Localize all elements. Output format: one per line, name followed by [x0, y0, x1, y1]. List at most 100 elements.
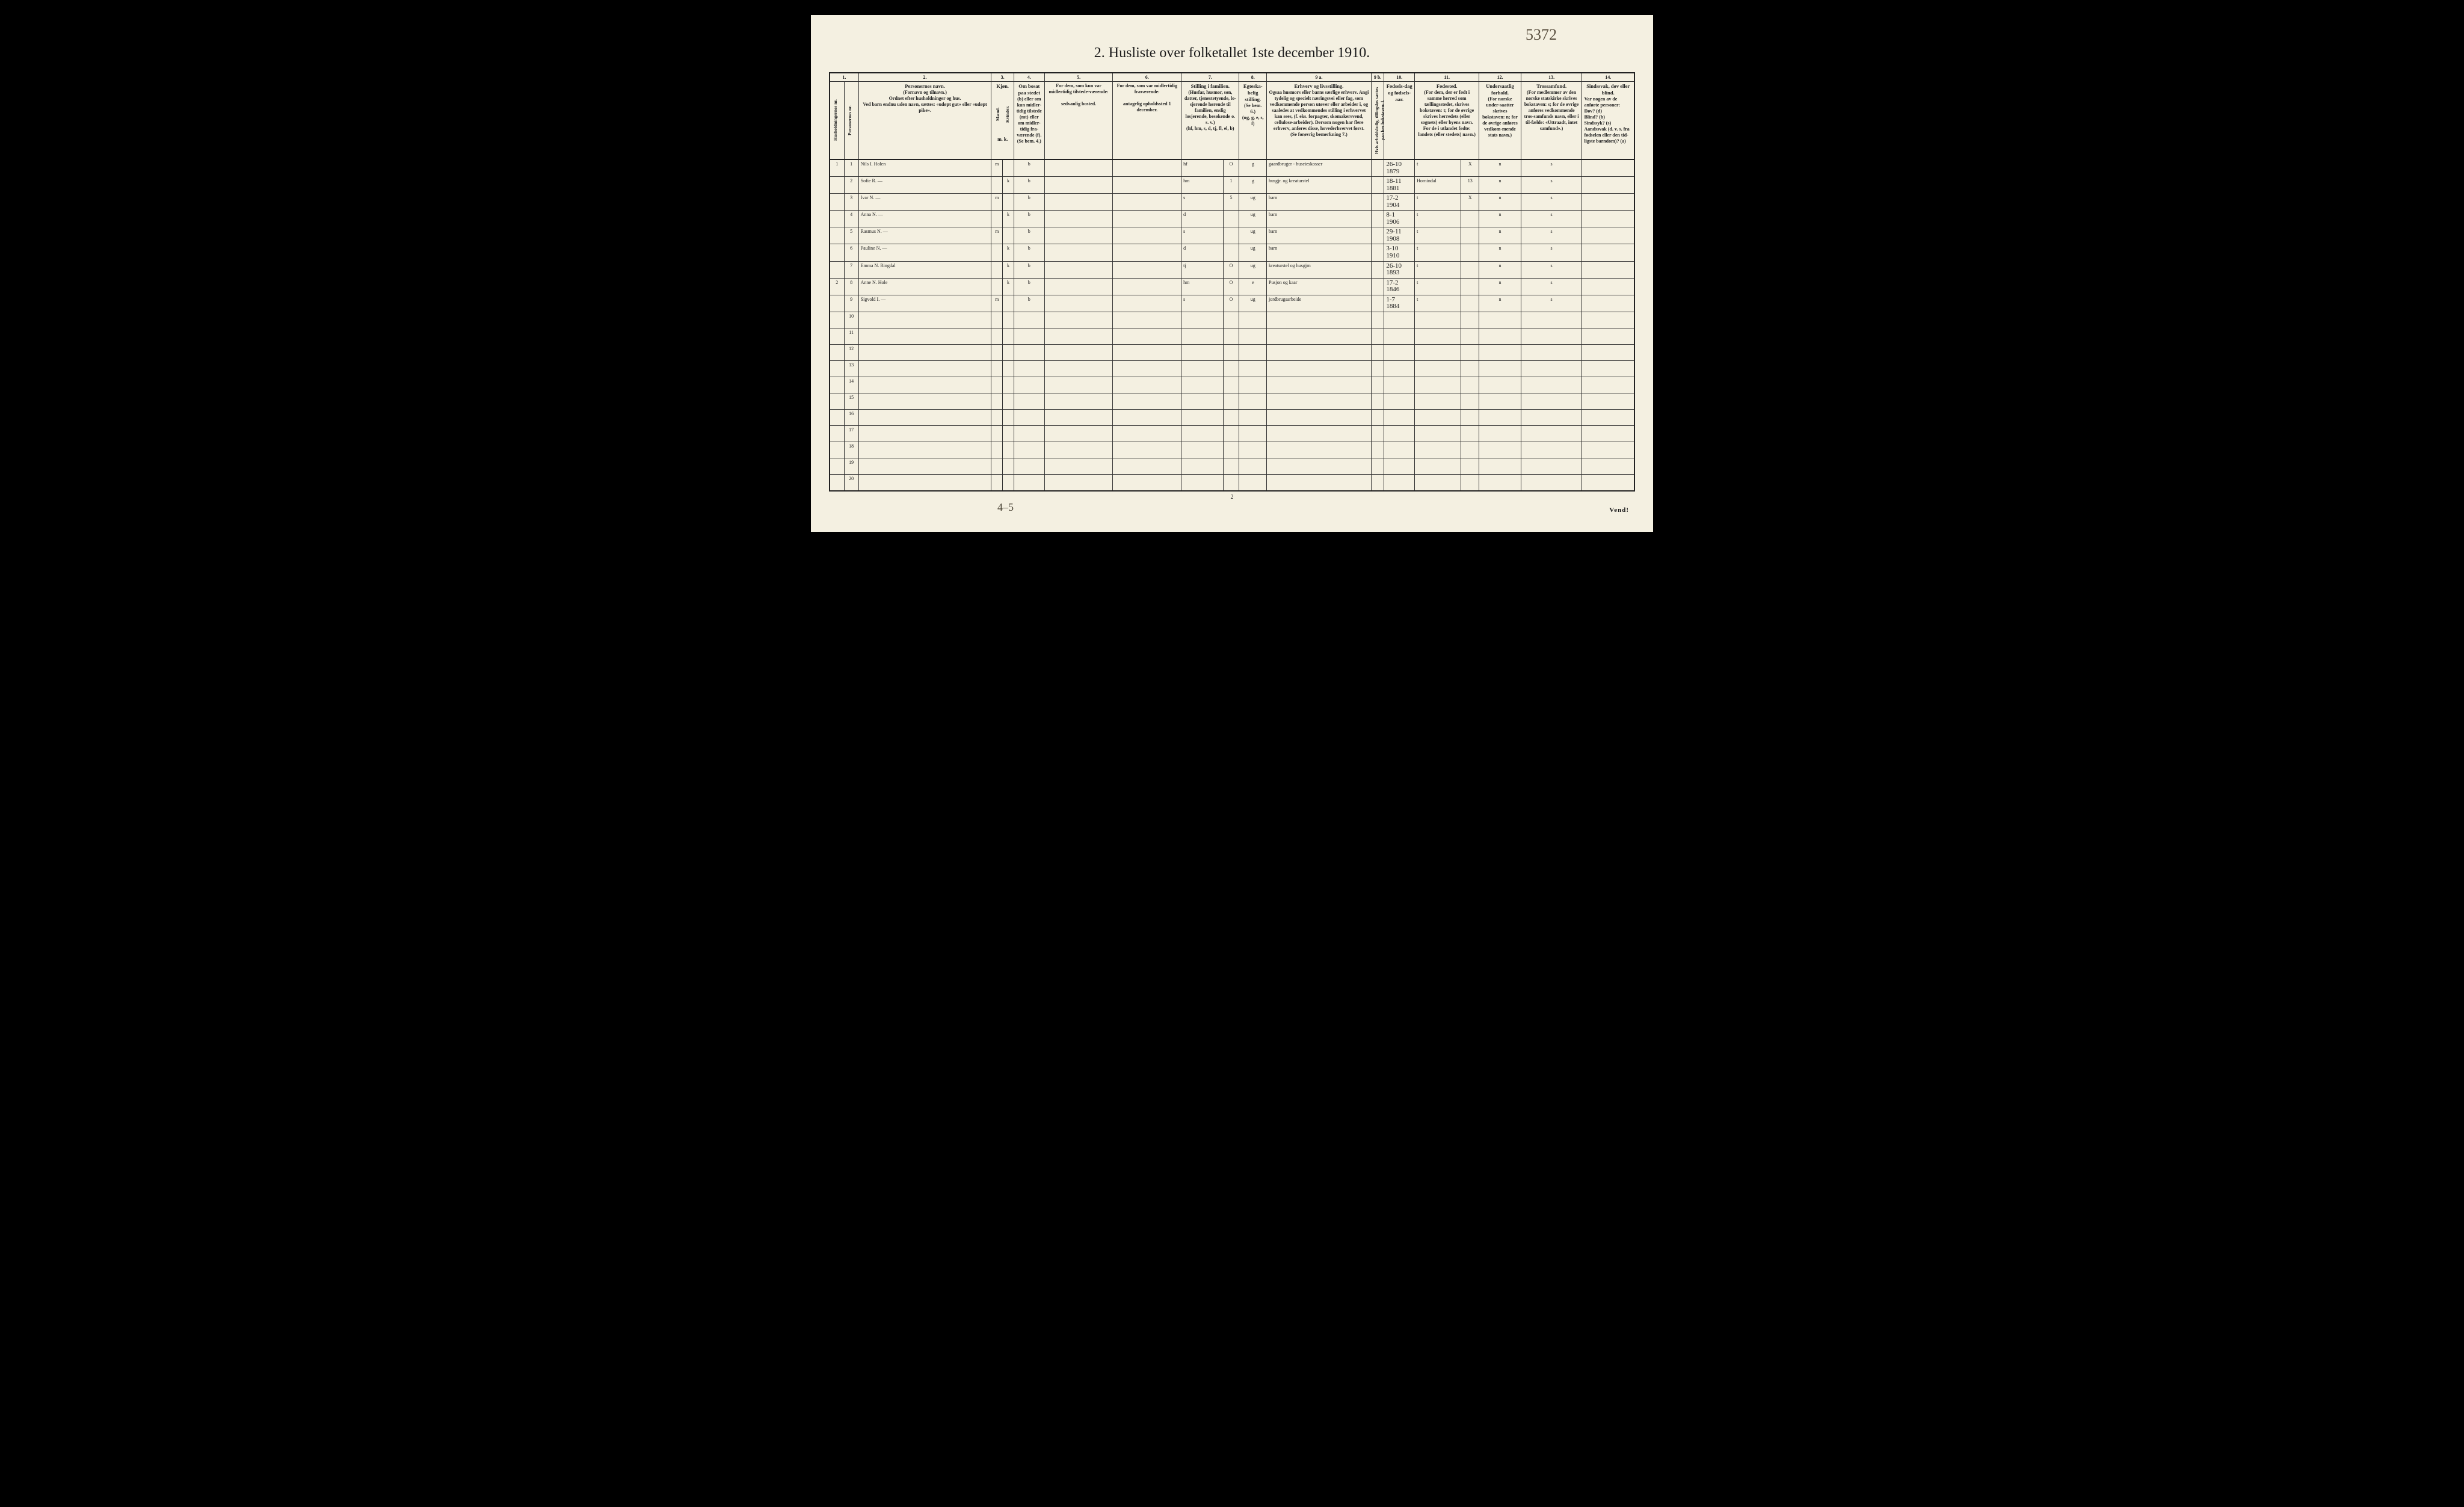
cell [830, 344, 844, 360]
cell [1003, 425, 1014, 442]
cell: s [1521, 244, 1582, 261]
cell [830, 211, 844, 227]
cell [1113, 278, 1181, 295]
cell: k [1003, 261, 1014, 278]
cell [1181, 474, 1223, 491]
cell [1014, 474, 1044, 491]
column-number-row: 1.2.3.4.5.6.7.8.9 a.9 b.10.11.12.13.14. [830, 73, 1634, 82]
column-number: 3. [991, 73, 1014, 82]
table-row: 10 [830, 312, 1634, 328]
cell [1461, 458, 1479, 474]
cell [1113, 295, 1181, 312]
cell [1371, 227, 1384, 244]
cell: s [1521, 261, 1582, 278]
cell [1371, 442, 1384, 458]
cell [1479, 474, 1521, 491]
cell [1521, 474, 1582, 491]
cell [1461, 409, 1479, 425]
cell [1239, 458, 1266, 474]
cell: k [1003, 211, 1014, 227]
col11-header: Fødested. (For dem, der er født i samme … [1415, 82, 1479, 160]
table-row: 16 [830, 409, 1634, 425]
cell [1371, 159, 1384, 177]
col13-header: Trossamfund. (For medlemmer av den norsk… [1521, 82, 1582, 160]
cell [830, 442, 844, 458]
cell: ug [1239, 194, 1266, 211]
column-number: 12. [1479, 73, 1521, 82]
cell [1239, 442, 1266, 458]
cell [1371, 458, 1384, 474]
cell [1181, 409, 1223, 425]
cell [1014, 344, 1044, 360]
cell [830, 328, 844, 344]
cell [1582, 425, 1634, 442]
cell: O [1223, 159, 1239, 177]
cell [830, 261, 844, 278]
cell [1479, 409, 1521, 425]
cell [1582, 227, 1634, 244]
cell [1521, 312, 1582, 328]
cell [1479, 442, 1521, 458]
cell [830, 227, 844, 244]
cell [1181, 458, 1223, 474]
cell: t [1415, 227, 1461, 244]
cell: 1 [830, 159, 844, 177]
cell [1239, 474, 1266, 491]
cell [991, 360, 1003, 377]
cell [1266, 425, 1371, 442]
cell: k [1003, 244, 1014, 261]
cell: s [1521, 194, 1582, 211]
cell [1113, 458, 1181, 474]
cell [1266, 458, 1371, 474]
cell [830, 458, 844, 474]
cell [830, 194, 844, 211]
cell [1003, 360, 1014, 377]
cell: t [1415, 278, 1461, 295]
cell: s [1521, 159, 1582, 177]
cell [1521, 344, 1582, 360]
cell [1415, 458, 1461, 474]
cell [858, 409, 991, 425]
col1-sub2: Personernes nr. [846, 83, 853, 158]
cell: 9 [844, 295, 858, 312]
cell [858, 393, 991, 409]
cell [1113, 328, 1181, 344]
cell: jordbrugsarbeide [1266, 295, 1371, 312]
cell [1113, 227, 1181, 244]
cell [1044, 159, 1113, 177]
cell [830, 177, 844, 194]
cell: Emma N. Ringdal [858, 261, 991, 278]
cell [1181, 393, 1223, 409]
cell [1239, 425, 1266, 442]
cell [1371, 409, 1384, 425]
cell: ug [1239, 261, 1266, 278]
cell: n [1479, 278, 1521, 295]
cell [1266, 360, 1371, 377]
cell: b [1014, 211, 1044, 227]
cell [1582, 328, 1634, 344]
cell [1239, 328, 1266, 344]
cell: t [1415, 295, 1461, 312]
cell [1371, 393, 1384, 409]
cell [991, 211, 1003, 227]
cell: s [1521, 278, 1582, 295]
column-number: 9 a. [1266, 73, 1371, 82]
cell [1014, 425, 1044, 442]
cell: hm [1181, 177, 1223, 194]
cell [1461, 474, 1479, 491]
table-row: 15 [830, 393, 1634, 409]
cell [1239, 393, 1266, 409]
cell: Sofie R. — [858, 177, 991, 194]
cell [1461, 227, 1479, 244]
cell: 5 [1223, 194, 1239, 211]
col7-header: Stilling i familien. (Husfar, husmor, sø… [1181, 82, 1239, 160]
cell: ug [1239, 227, 1266, 244]
cell [1181, 442, 1223, 458]
cell: n [1479, 194, 1521, 211]
cell [1223, 227, 1239, 244]
cell [858, 312, 991, 328]
cell [1521, 393, 1582, 409]
cell [1521, 377, 1582, 393]
col10-header: Fødsels-dag og fødsels-aar. [1384, 82, 1415, 160]
cell [1415, 312, 1461, 328]
